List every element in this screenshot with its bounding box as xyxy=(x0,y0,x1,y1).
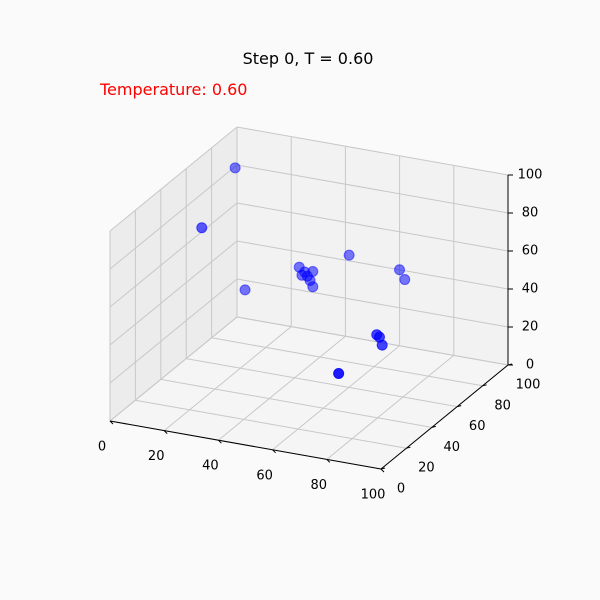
floor-gridline-x xyxy=(326,355,455,460)
floor-gridline-y xyxy=(160,378,432,428)
y-tick xyxy=(406,446,411,449)
x-tick-label: 0 xyxy=(98,440,106,455)
z-tick-label: 100 xyxy=(518,168,543,183)
data-point xyxy=(333,368,345,379)
floor-gridline-x xyxy=(163,326,292,431)
left-pane xyxy=(110,127,237,421)
data-point xyxy=(307,281,319,293)
axes-3d: 0 0 0 20 20 20 40 40 40 60 60 60 80 80 80 100 100 100 xyxy=(98,126,543,503)
z-tick-label: 20 xyxy=(522,320,539,335)
z-tick-label: 40 xyxy=(522,282,539,297)
y-tick xyxy=(482,384,487,387)
x-tick-label: 40 xyxy=(202,459,219,474)
data-point xyxy=(376,339,388,351)
z-tick-label: 80 xyxy=(522,206,539,221)
x-tick xyxy=(218,439,222,444)
chart-title: Step 0, T = 0.60 xyxy=(243,49,374,68)
y-tick xyxy=(380,467,386,470)
y-tick-label: 100 xyxy=(516,378,541,393)
x-tick xyxy=(326,459,331,463)
y-tick xyxy=(457,405,462,408)
data-point xyxy=(229,162,241,174)
x-tick-label: 100 xyxy=(361,488,386,503)
data-point xyxy=(394,264,406,276)
data-point xyxy=(239,284,251,296)
floor-gridline-y xyxy=(211,337,483,387)
left-gridline-z xyxy=(109,126,238,232)
back-gridline-z xyxy=(236,240,509,290)
x-tick-label: 20 xyxy=(148,449,165,464)
left-gridline-z xyxy=(109,164,238,270)
back-gridline-z xyxy=(236,126,509,176)
data-point xyxy=(343,249,355,261)
temperature-annotation: Temperature: 0.60 xyxy=(99,80,247,99)
left-gridline-z xyxy=(109,202,238,308)
y-tick-label: 0 xyxy=(397,482,405,497)
z-tick-label: 60 xyxy=(522,244,539,259)
back-gridline-z xyxy=(236,278,509,328)
x-tick-label: 60 xyxy=(256,468,273,483)
floor-gridline-y xyxy=(236,316,509,366)
floor-gridline-y xyxy=(186,358,458,408)
floor-gridline-x xyxy=(218,335,346,441)
y-tick-label: 20 xyxy=(418,461,435,476)
y-axis-line xyxy=(380,364,509,470)
back-pane xyxy=(237,127,508,365)
floor-pane xyxy=(110,317,508,469)
x-tick xyxy=(163,430,168,434)
left-gridline-z xyxy=(109,240,238,346)
x-axis-line xyxy=(109,420,382,470)
left-gridline-z xyxy=(109,316,238,422)
back-gridline-z xyxy=(236,202,509,252)
x-tick xyxy=(109,420,114,425)
x-tick xyxy=(380,468,385,473)
z-tick-label: 0 xyxy=(526,358,534,373)
y-tick xyxy=(507,363,513,366)
y-tick-label: 40 xyxy=(444,440,461,455)
data-point xyxy=(399,274,411,286)
left-gridline-z xyxy=(109,278,238,384)
floor-gridline-x xyxy=(272,345,400,451)
x-tick xyxy=(272,449,276,454)
y-tick-label: 80 xyxy=(494,398,511,413)
y-tick-label: 60 xyxy=(469,419,486,434)
y-tick xyxy=(431,425,436,428)
floor-gridline-y xyxy=(135,399,407,449)
x-tick-label: 80 xyxy=(311,478,328,493)
data-point xyxy=(196,222,208,234)
back-gridline-z xyxy=(236,164,509,214)
data-point xyxy=(307,266,319,277)
